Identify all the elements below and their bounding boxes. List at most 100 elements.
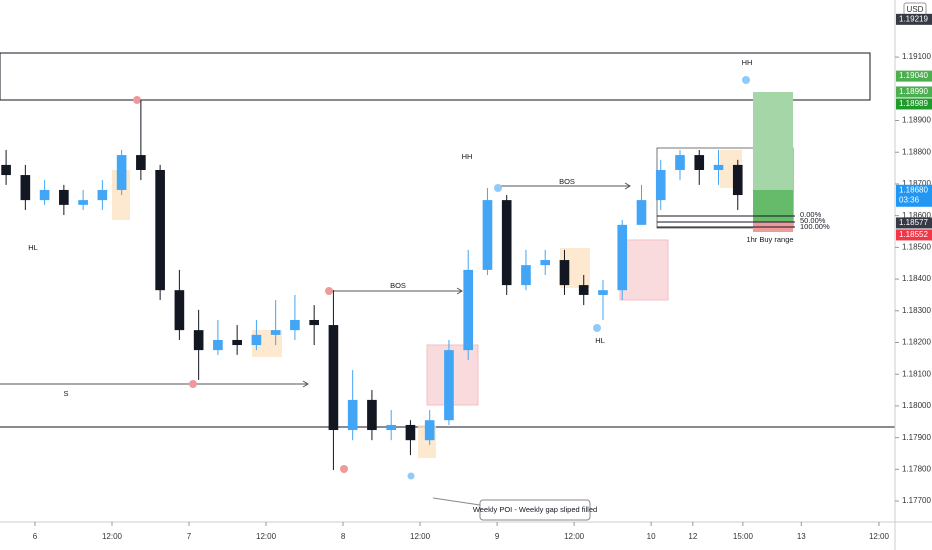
candle-body <box>20 175 31 201</box>
y-tick-label: 1.17800 <box>902 464 931 473</box>
y-tick-label: 1.18000 <box>902 401 931 410</box>
callout-pointer <box>432 497 481 506</box>
y-tick-label: 1.18700 <box>902 179 931 188</box>
arrowhead <box>302 380 309 388</box>
candle-body <box>116 155 127 190</box>
candle-body <box>424 420 435 441</box>
price-tag <box>896 13 932 25</box>
y-tick-label: 1.18800 <box>902 147 931 156</box>
x-tick-label: 12:00 <box>869 532 890 541</box>
candle-body <box>59 189 69 205</box>
y-tick-label: 1.18100 <box>902 369 931 378</box>
candle-body <box>328 325 339 431</box>
price-tag-label: 1.18552 <box>899 230 928 239</box>
x-tick-label: 12 <box>688 532 697 541</box>
y-tick-label: 1.18400 <box>902 274 931 283</box>
candle-body <box>578 285 589 295</box>
price-tag <box>896 229 932 241</box>
pivot-dot <box>340 465 348 473</box>
arrowhead <box>456 287 463 295</box>
pivot-dot <box>593 324 601 332</box>
currency: USD <box>907 5 924 14</box>
y-tick-label: 1.17900 <box>902 433 931 442</box>
target-zone <box>753 190 793 222</box>
y-tick-label: 1.19100 <box>902 52 931 61</box>
pivot-dot <box>407 472 415 480</box>
candles <box>1 99 743 470</box>
x-tick-label: 10 <box>647 532 656 541</box>
candle-body <box>636 200 647 225</box>
x-tick-label: 12:00 <box>102 532 123 541</box>
annotation: HL <box>595 336 605 345</box>
arrowhead <box>624 182 631 190</box>
price-tag <box>896 98 932 110</box>
pivot-dot <box>494 184 502 192</box>
candle-body <box>367 399 377 431</box>
price-tag-label: 1.18990 <box>899 87 928 96</box>
annotation: HH <box>462 152 473 161</box>
candle-body <box>270 330 281 335</box>
y-tick-label: 1.18300 <box>902 306 931 315</box>
annotation: BOS <box>390 281 406 290</box>
annotation: 50.00% <box>800 216 826 225</box>
pivot-dot <box>189 380 197 388</box>
candle-body <box>347 399 358 431</box>
y-tick-label: 1.18600 <box>902 211 931 220</box>
price-tag-label: 1.18577 <box>899 218 928 227</box>
y-tick-label: 1.17700 <box>902 496 931 505</box>
annotation: 0.00% <box>800 210 822 219</box>
candle-body <box>694 155 705 170</box>
candle-body <box>675 155 685 170</box>
pivot-dot <box>133 96 141 104</box>
x-tick-label: 8 <box>341 532 346 541</box>
y-tick-label: 1.18900 <box>902 116 931 125</box>
candle-body <box>482 200 493 270</box>
y-tick-label: 1.18500 <box>902 242 931 251</box>
price-tag <box>896 86 932 98</box>
pivot-dot <box>325 287 333 295</box>
x-tick-label: 15:00 <box>733 532 754 541</box>
annotation: HH <box>742 58 753 67</box>
candle-body <box>598 290 608 295</box>
candle-body <box>655 169 666 201</box>
annotation: HL <box>28 243 38 252</box>
candle-body <box>97 189 108 201</box>
candle-body <box>136 155 146 170</box>
candle-body <box>213 339 223 351</box>
x-tick-label: 13 <box>797 532 806 541</box>
x-tick-label: 12:00 <box>410 532 431 541</box>
candle-body <box>174 290 185 331</box>
price-tag <box>896 184 932 207</box>
candle-body <box>501 200 512 286</box>
candle-body <box>463 269 474 351</box>
candle-body <box>732 164 743 196</box>
annotation: 100.00% <box>800 222 830 231</box>
candle-body <box>559 260 570 286</box>
candle-body <box>521 265 531 286</box>
annotation: S <box>63 389 68 398</box>
candle-body <box>78 200 88 205</box>
price-tag-countdown: 03:36 <box>899 195 920 204</box>
imbalance-zone <box>619 239 669 301</box>
candle-body <box>232 339 242 346</box>
candle-body <box>39 189 50 201</box>
annotation: Weekly POI - Weekly gap sliped filled <box>473 505 597 514</box>
candle-body <box>290 319 300 331</box>
price-tag-label: 1.19040 <box>899 71 928 80</box>
price-tag-label: 1.18989 <box>899 99 928 108</box>
candle-body <box>617 224 628 291</box>
candle-body <box>386 424 396 431</box>
candle-body <box>193 330 204 351</box>
candle-body <box>1 164 11 176</box>
price-tag-label: 1.19219 <box>899 14 928 23</box>
y-tick-label: 1.18200 <box>902 338 931 347</box>
candle-body <box>405 424 416 441</box>
price-tag <box>896 70 932 82</box>
price-tag <box>896 217 932 229</box>
candle-body <box>251 334 262 346</box>
candle-body <box>540 260 551 266</box>
supply-zone <box>0 52 871 101</box>
x-tick-label: 12:00 <box>564 532 585 541</box>
candle-body <box>444 350 454 421</box>
